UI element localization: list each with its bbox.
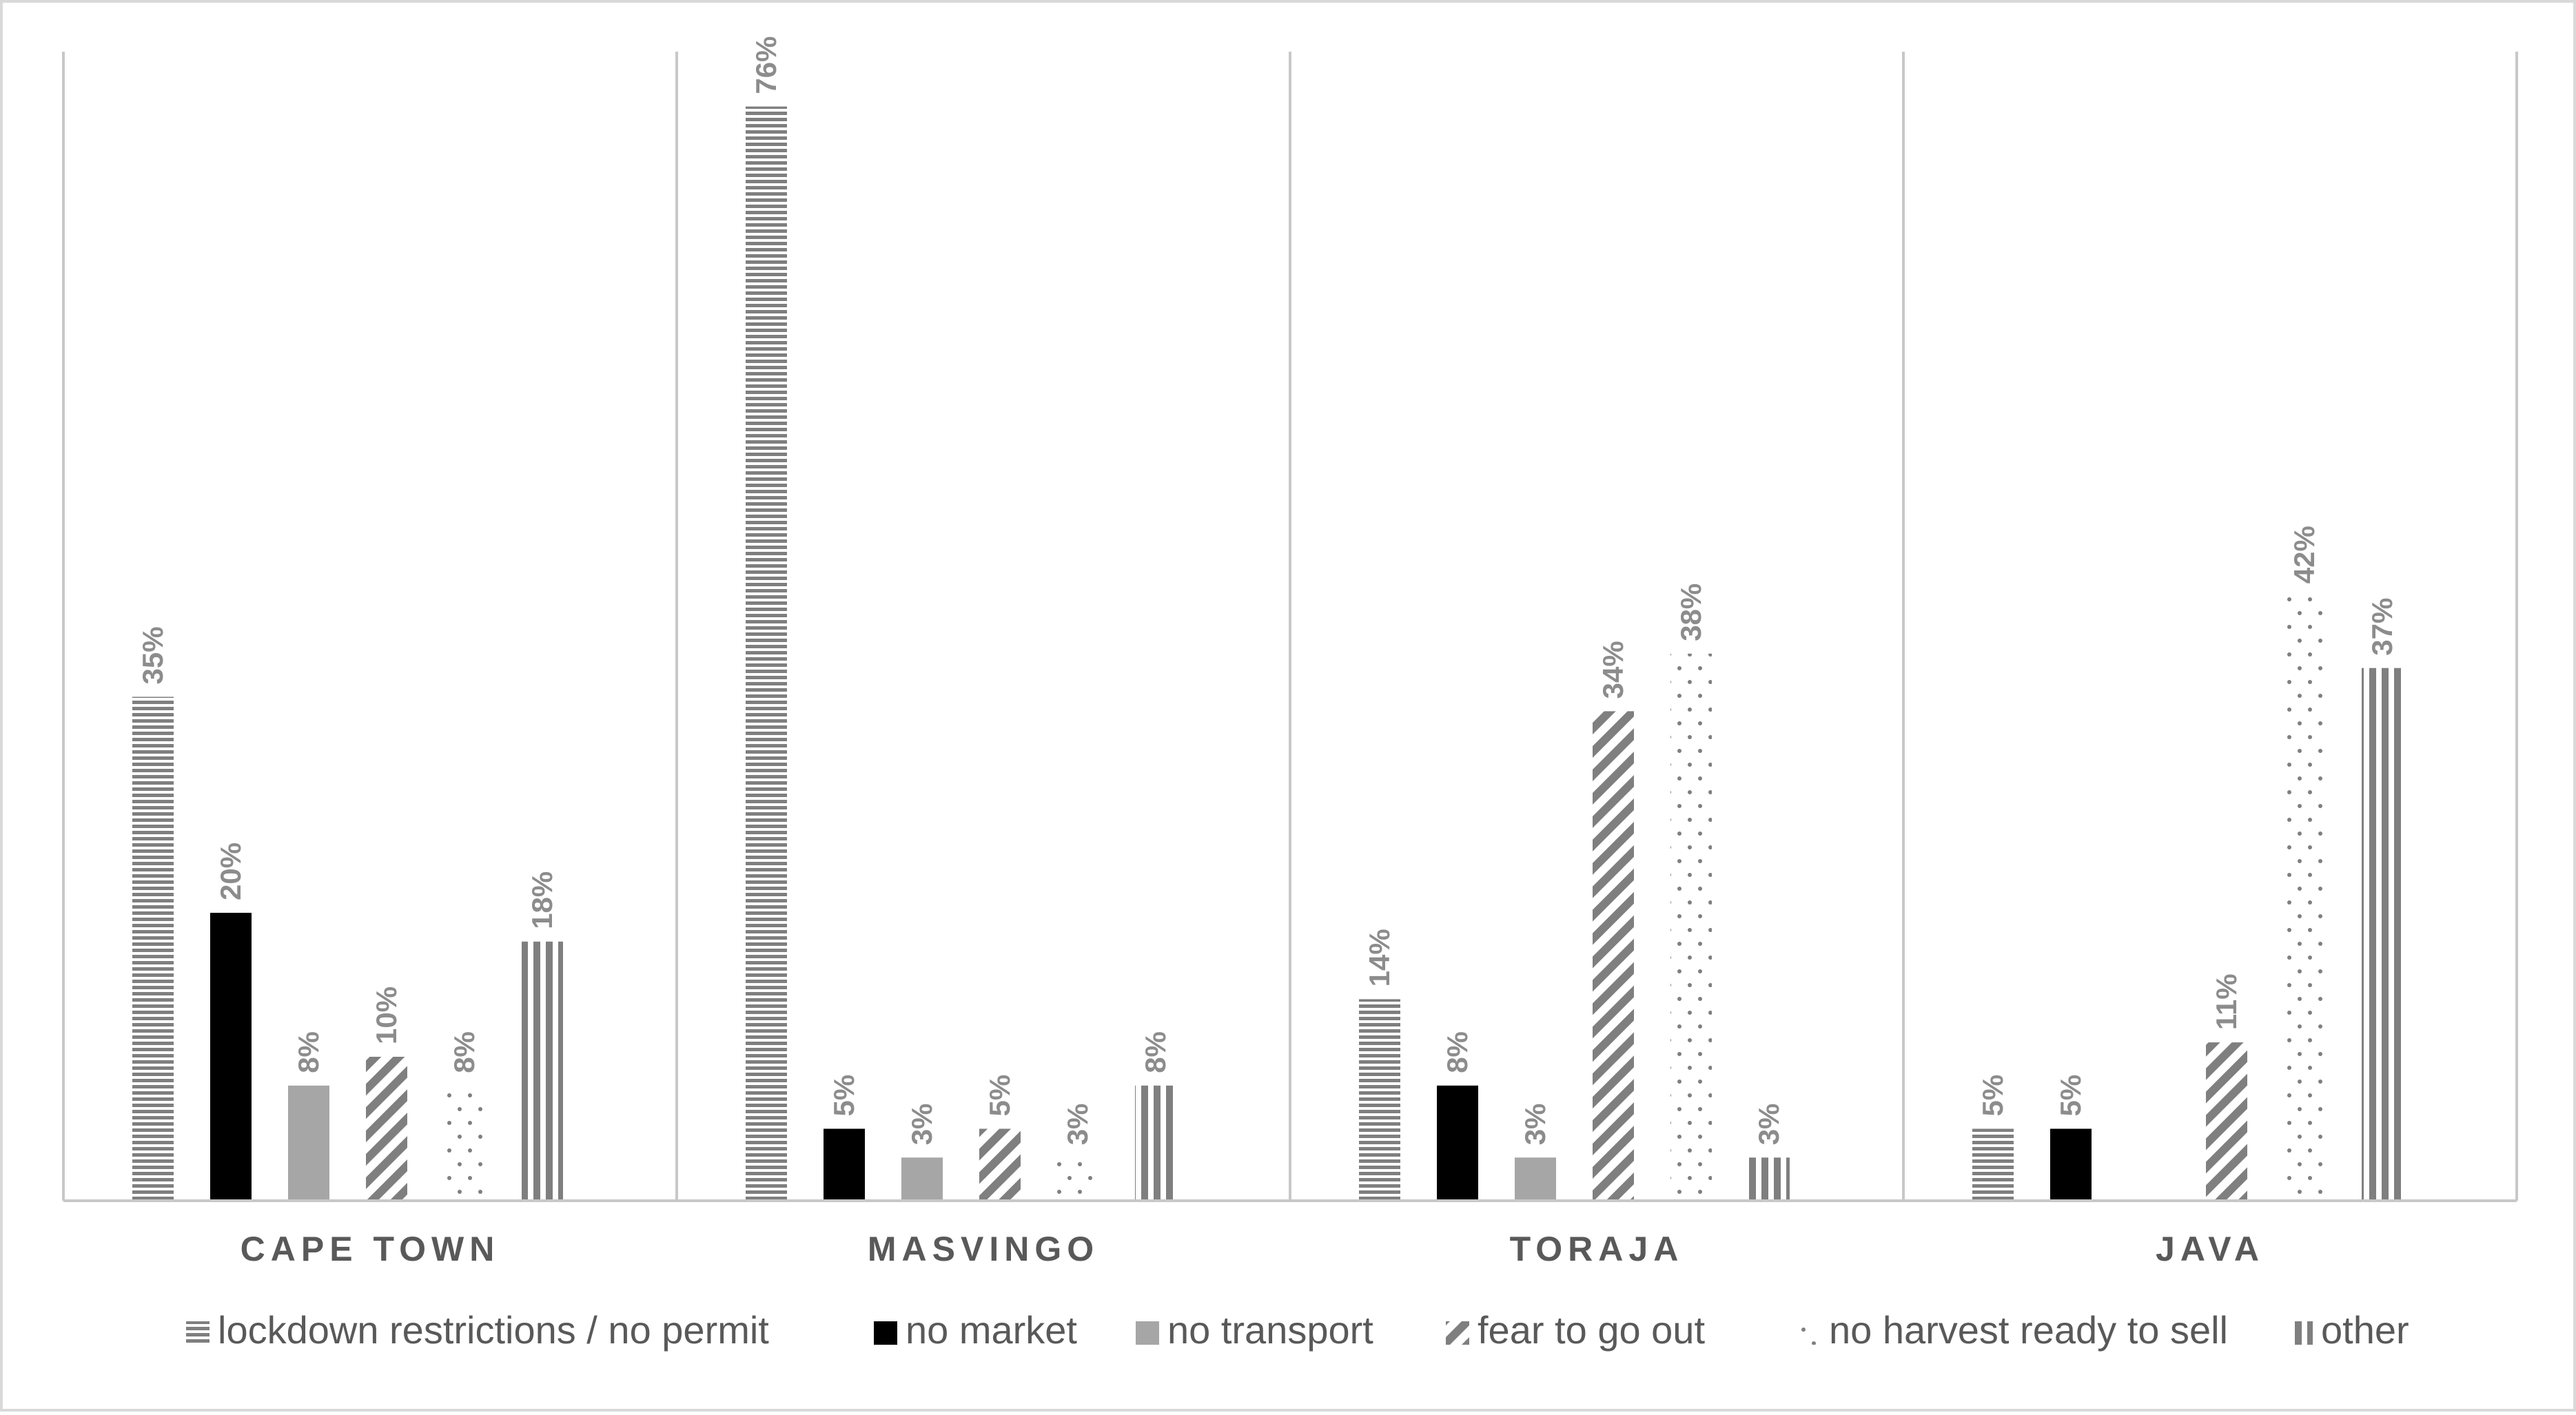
data-label: 35% — [136, 626, 169, 684]
data-label: 42% — [2288, 526, 2320, 583]
data-label: 76% — [750, 37, 782, 94]
data-label: 8% — [448, 1031, 480, 1073]
data-label: 18% — [526, 871, 558, 929]
bar-other-java — [2362, 668, 2403, 1201]
bar-no-transport-masvingo — [901, 1157, 943, 1201]
bar-fear-to-go-out-java — [2206, 1042, 2247, 1201]
bar-no-harvest-ready-to-sell-toraja — [1670, 653, 1712, 1201]
bar-lockdown-restrictions-no-permit-java — [1972, 1128, 2014, 1201]
bar-no-market-toraja — [1437, 1085, 1478, 1201]
bar-lockdown-restrictions-no-permit-toraja — [1359, 999, 1400, 1201]
legend-swatch-no-transport — [1136, 1321, 1159, 1345]
bar-no-market-cape-town — [210, 913, 252, 1201]
data-label: 37% — [2366, 598, 2398, 656]
bar-no-harvest-ready-to-sell-masvingo — [1057, 1157, 1098, 1201]
legend-label-no-harvest-ready-to-sell: no harvest ready to sell — [1829, 1308, 2228, 1352]
bar-other-toraja — [1748, 1157, 1790, 1201]
category-label: JAVA — [2156, 1230, 2265, 1268]
legend-label-no-transport: no transport — [1167, 1308, 1373, 1352]
data-label: 5% — [828, 1075, 860, 1117]
data-label: 10% — [370, 987, 402, 1044]
data-label: 14% — [1363, 929, 1396, 987]
bar-no-transport-toraja — [1515, 1157, 1556, 1201]
data-label: 38% — [1675, 583, 1707, 641]
bar-no-harvest-ready-to-sell-cape-town — [444, 1085, 485, 1201]
bar-fear-to-go-out-cape-town — [366, 1057, 407, 1201]
legend-swatch-lockdown-restrictions-no-permit — [186, 1321, 209, 1345]
data-label: 3% — [1752, 1104, 1785, 1146]
legend-label-other: other — [2321, 1308, 2409, 1352]
data-label: 5% — [1976, 1075, 2009, 1117]
bar-fear-to-go-out-toraja — [1593, 711, 1634, 1201]
plot-area: 35% 20% 8% 10% 8% 18% CAPE TOWN 76% 5% 3% 5% 3% 8% MA… — [62, 37, 2518, 1268]
bar-no-transport-cape-town — [288, 1085, 329, 1201]
legend-label-fear-to-go-out: fear to go out — [1478, 1308, 1705, 1352]
legend-swatch-other — [2289, 1321, 2313, 1345]
data-label: 5% — [983, 1075, 1016, 1117]
bar-no-market-java — [2050, 1128, 2092, 1201]
legend: lockdown restrictions / no permit no mark… — [186, 1308, 2409, 1352]
data-label: 3% — [1061, 1104, 1094, 1146]
data-label: 3% — [1519, 1104, 1551, 1146]
bar-other-masvingo — [1135, 1085, 1176, 1201]
bar-lockdown-restrictions-no-permit-cape-town — [132, 696, 174, 1201]
category-label: MASVINGO — [868, 1230, 1099, 1268]
category-label: CAPE TOWN — [241, 1230, 500, 1268]
legend-swatch-fear-to-go-out — [1446, 1321, 1469, 1345]
bar-other-cape-town — [522, 941, 563, 1201]
category-label: TORAJA — [1510, 1230, 1684, 1268]
bar-fear-to-go-out-masvingo — [979, 1128, 1021, 1201]
data-label: 8% — [292, 1031, 325, 1073]
legend-label-no-market: no market — [906, 1308, 1077, 1352]
data-label: 8% — [1441, 1031, 1473, 1073]
legend-label-lockdown-restrictions-no-permit: lockdown restrictions / no permit — [218, 1308, 769, 1352]
data-label: 3% — [906, 1104, 938, 1146]
data-label: 8% — [1139, 1031, 1172, 1073]
bar-lockdown-restrictions-no-permit-masvingo — [746, 106, 787, 1201]
data-label: 20% — [214, 843, 247, 900]
legend-swatch-no-market — [874, 1321, 897, 1345]
data-label: 5% — [2054, 1075, 2087, 1117]
bar-no-market-masvingo — [824, 1128, 865, 1201]
data-label: 34% — [1597, 641, 1629, 699]
data-label: 11% — [2210, 973, 2242, 1030]
bar-no-harvest-ready-to-sell-java — [2284, 596, 2325, 1201]
legend-swatch-no-harvest-ready-to-sell — [1797, 1321, 1821, 1345]
